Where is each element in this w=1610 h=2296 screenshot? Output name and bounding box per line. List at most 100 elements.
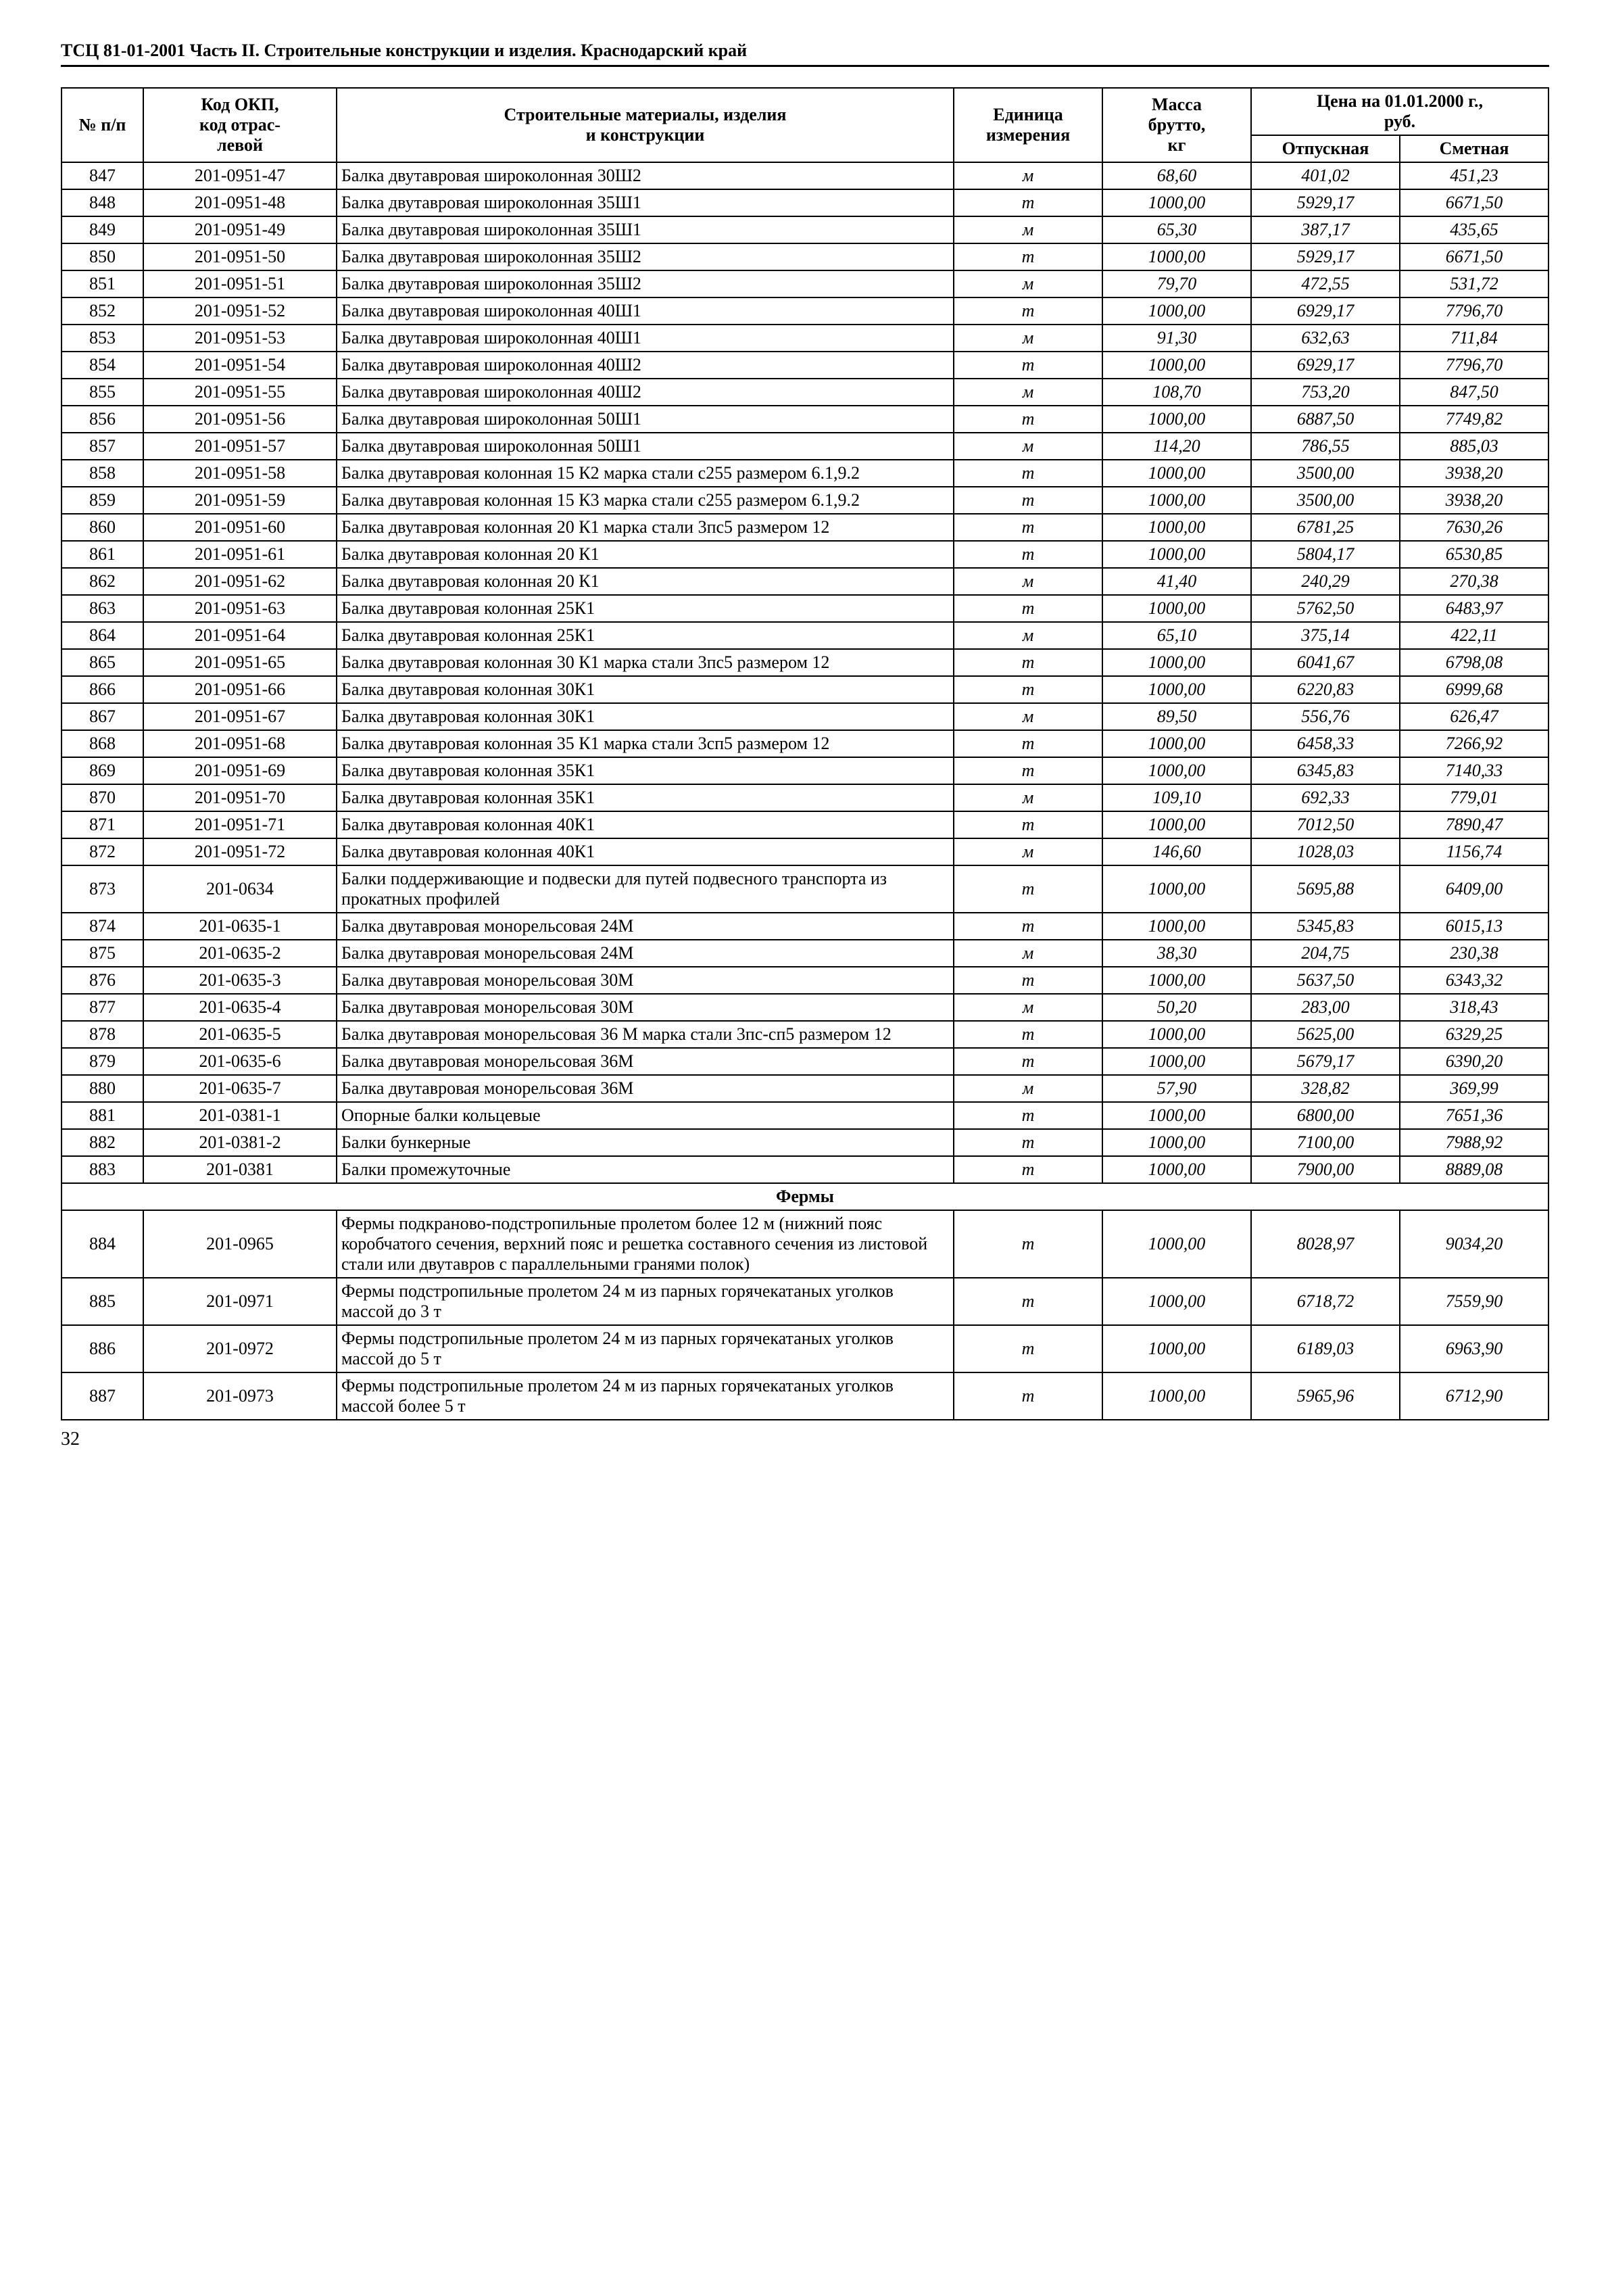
cell-mass: 1000,00 <box>1102 460 1251 487</box>
cell-name: Балка двутавровая монорельсовая 36М <box>337 1075 954 1102</box>
table-row: 860201-0951-60Балка двутавровая колонная… <box>62 514 1548 541</box>
table-row: 872201-0951-72Балка двутавровая колонная… <box>62 838 1548 865</box>
cell-name: Балка двутавровая колонная 25К1 <box>337 595 954 622</box>
table-row: 864201-0951-64Балка двутавровая колонная… <box>62 622 1548 649</box>
cell-unit: т <box>954 649 1102 676</box>
cell-num: 885 <box>62 1278 143 1325</box>
cell-num: 856 <box>62 406 143 433</box>
cell-price-smeta: 7988,92 <box>1400 1129 1548 1156</box>
cell-mass: 1000,00 <box>1102 676 1251 703</box>
cell-name: Балка двутавровая колонная 35 К1 марка с… <box>337 730 954 757</box>
cell-name: Балка двутавровая колонная 20 К1 <box>337 541 954 568</box>
cell-name: Балка двутавровая колонная 15 К2 марка с… <box>337 460 954 487</box>
cell-price-otpusk: 5679,17 <box>1251 1048 1400 1075</box>
cell-unit: т <box>954 676 1102 703</box>
cell-mass: 108,70 <box>1102 379 1251 406</box>
cell-price-otpusk: 6189,03 <box>1251 1325 1400 1372</box>
cell-price-smeta: 369,99 <box>1400 1075 1548 1102</box>
cell-code: 201-0951-58 <box>143 460 337 487</box>
cell-price-otpusk: 3500,00 <box>1251 460 1400 487</box>
table-row: 853201-0951-53Балка двутавровая широколо… <box>62 325 1548 352</box>
cell-name: Опорные балки кольцевые <box>337 1102 954 1129</box>
table-row: 861201-0951-61Балка двутавровая колонная… <box>62 541 1548 568</box>
cell-price-otpusk: 5637,50 <box>1251 967 1400 994</box>
cell-code: 201-0634 <box>143 865 337 913</box>
table-row: 866201-0951-66Балка двутавровая колонная… <box>62 676 1548 703</box>
cell-price-smeta: 7140,33 <box>1400 757 1548 784</box>
cell-num: 854 <box>62 352 143 379</box>
cell-price-otpusk: 8028,97 <box>1251 1210 1400 1278</box>
cell-mass: 91,30 <box>1102 325 1251 352</box>
cell-name: Балка двутавровая широколонная 40Ш1 <box>337 297 954 325</box>
cell-price-smeta: 7266,92 <box>1400 730 1548 757</box>
cell-code: 201-0951-57 <box>143 433 337 460</box>
cell-num: 887 <box>62 1372 143 1420</box>
table-row: 885201-0971Фермы подстропильные пролетом… <box>62 1278 1548 1325</box>
page-number: 32 <box>61 1429 1549 1450</box>
cell-name: Балки поддерживающие и подвески для путе… <box>337 865 954 913</box>
cell-num: 858 <box>62 460 143 487</box>
cell-price-smeta: 626,47 <box>1400 703 1548 730</box>
cell-code: 201-0973 <box>143 1372 337 1420</box>
cell-code: 201-0381 <box>143 1156 337 1183</box>
table-row: 857201-0951-57Балка двутавровая широколо… <box>62 433 1548 460</box>
cell-price-smeta: 6483,97 <box>1400 595 1548 622</box>
th-price-otpusk: Отпускная <box>1251 135 1400 162</box>
cell-name: Балка двутавровая колонная 20 К1 марка с… <box>337 514 954 541</box>
cell-price-otpusk: 692,33 <box>1251 784 1400 811</box>
cell-unit: т <box>954 1102 1102 1129</box>
cell-price-smeta: 7559,90 <box>1400 1278 1548 1325</box>
cell-unit: т <box>954 460 1102 487</box>
table-row: 882201-0381-2Балки бункерныет1000,007100… <box>62 1129 1548 1156</box>
cell-name: Балка двутавровая широколонная 50Ш1 <box>337 433 954 460</box>
cell-unit: м <box>954 162 1102 189</box>
cell-mass: 1000,00 <box>1102 189 1251 216</box>
cell-name: Фермы подстропильные пролетом 24 м из па… <box>337 1325 954 1372</box>
cell-code: 201-0381-1 <box>143 1102 337 1129</box>
cell-unit: т <box>954 1210 1102 1278</box>
cell-price-smeta: 7796,70 <box>1400 297 1548 325</box>
table-row: 867201-0951-67Балка двутавровая колонная… <box>62 703 1548 730</box>
table-row: 884201-0965Фермы подкраново-подстропильн… <box>62 1210 1548 1278</box>
table-row: 876201-0635-3Балка двутавровая монорельс… <box>62 967 1548 994</box>
cell-price-smeta: 3938,20 <box>1400 460 1548 487</box>
cell-price-smeta: 3938,20 <box>1400 487 1548 514</box>
cell-name: Балка двутавровая монорельсовая 24М <box>337 940 954 967</box>
cell-code: 201-0951-65 <box>143 649 337 676</box>
cell-price-smeta: 7630,26 <box>1400 514 1548 541</box>
cell-unit: м <box>954 994 1102 1021</box>
cell-num: 852 <box>62 297 143 325</box>
cell-num: 861 <box>62 541 143 568</box>
cell-name: Фермы подстропильные пролетом 24 м из па… <box>337 1278 954 1325</box>
th-unit: Единица измерения <box>954 88 1102 162</box>
cell-price-smeta: 711,84 <box>1400 325 1548 352</box>
cell-price-smeta: 6530,85 <box>1400 541 1548 568</box>
cell-price-otpusk: 328,82 <box>1251 1075 1400 1102</box>
cell-mass: 41,40 <box>1102 568 1251 595</box>
cell-name: Балка двутавровая монорельсовая 30М <box>337 994 954 1021</box>
cell-code: 201-0635-3 <box>143 967 337 994</box>
cell-name: Балка двутавровая монорельсовая 24М <box>337 913 954 940</box>
cell-num: 883 <box>62 1156 143 1183</box>
cell-unit: т <box>954 243 1102 270</box>
cell-unit: м <box>954 1075 1102 1102</box>
cell-unit: м <box>954 270 1102 297</box>
cell-unit: т <box>954 757 1102 784</box>
cell-price-smeta: 6343,32 <box>1400 967 1548 994</box>
cell-num: 882 <box>62 1129 143 1156</box>
cell-mass: 1000,00 <box>1102 352 1251 379</box>
cell-num: 876 <box>62 967 143 994</box>
table-row: 883201-0381Балки промежуточныет1000,0079… <box>62 1156 1548 1183</box>
cell-name: Балка двутавровая колонная 25К1 <box>337 622 954 649</box>
cell-mass: 1000,00 <box>1102 967 1251 994</box>
cell-price-otpusk: 7012,50 <box>1251 811 1400 838</box>
cell-num: 855 <box>62 379 143 406</box>
cell-code: 201-0635-7 <box>143 1075 337 1102</box>
cell-unit: т <box>954 1325 1102 1372</box>
cell-price-otpusk: 7100,00 <box>1251 1129 1400 1156</box>
cell-code: 201-0635-2 <box>143 940 337 967</box>
cell-price-smeta: 1156,74 <box>1400 838 1548 865</box>
cell-name: Балка двутавровая колонная 35К1 <box>337 784 954 811</box>
cell-unit: т <box>954 1021 1102 1048</box>
table-row: 851201-0951-51Балка двутавровая широколо… <box>62 270 1548 297</box>
